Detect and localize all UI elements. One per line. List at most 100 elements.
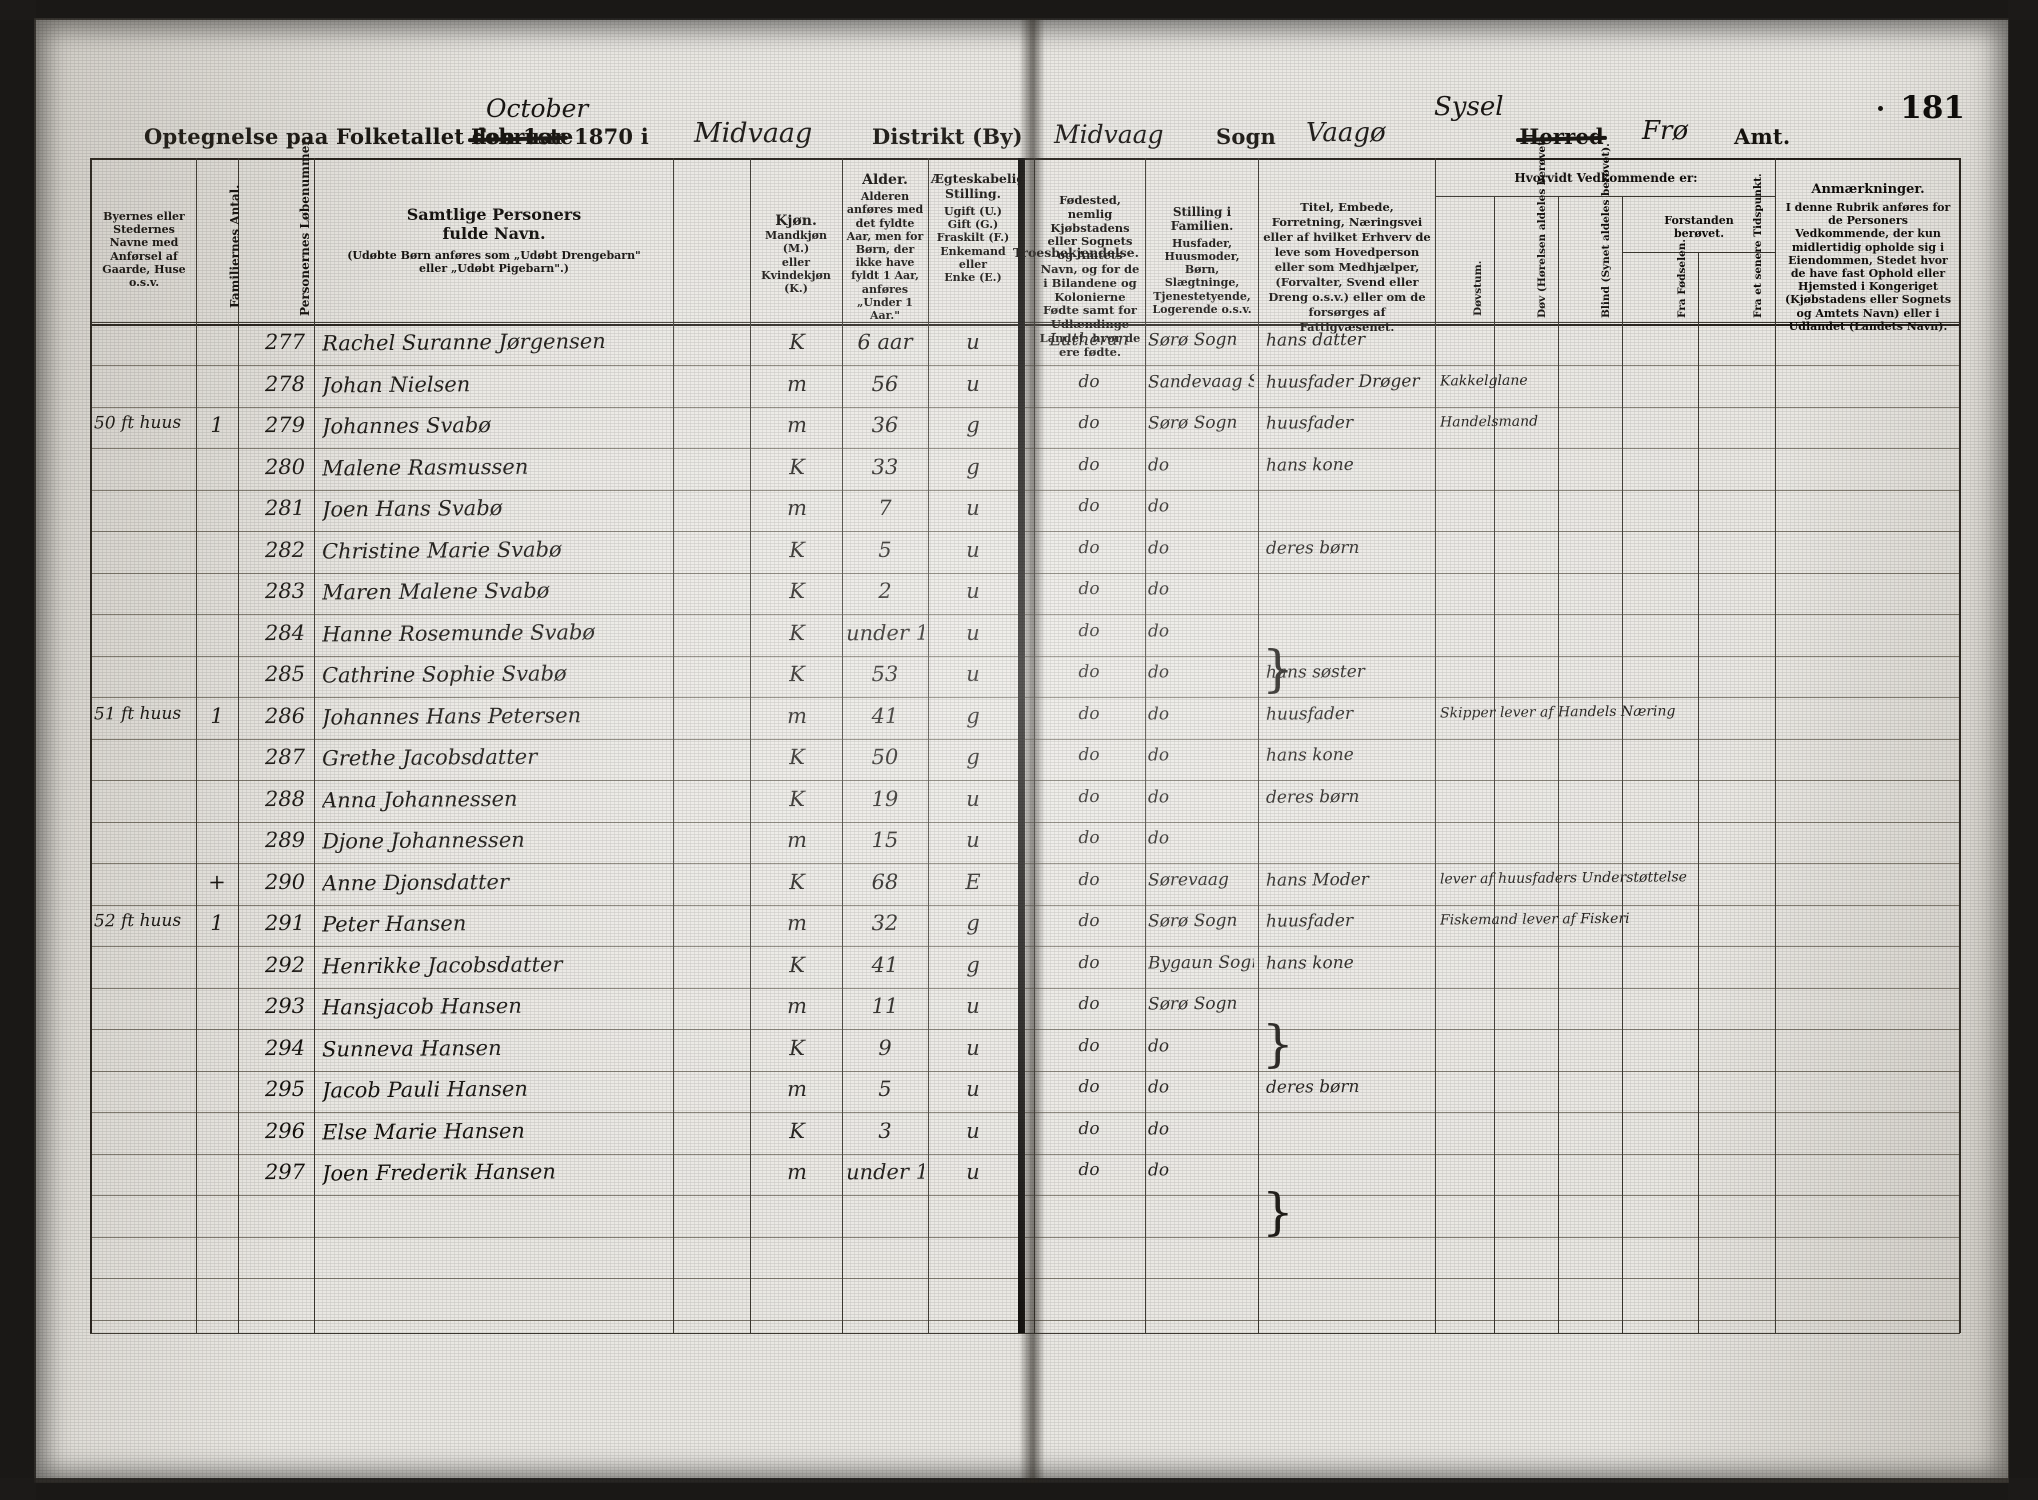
cell-birthplace[interactable]: do [1147, 1160, 1170, 1181]
cell-birthplace[interactable]: Sørø Sogn [1147, 329, 1238, 351]
cell-no[interactable]: 283 [264, 578, 306, 604]
cell-name[interactable]: Henrikke Jacobsdatter [321, 951, 563, 979]
cell-marital[interactable]: g [966, 703, 980, 728]
cell-faith[interactable]: do [1078, 495, 1100, 517]
cell-marital[interactable]: u [966, 786, 980, 811]
table-row[interactable]: 294 Sunneva Hansen K 9 u do do [90, 1030, 1960, 1072]
cell-birthplace[interactable]: do [1147, 1077, 1170, 1098]
cell-family[interactable]: 1 [210, 703, 224, 728]
cell-occupation[interactable]: Fiskemand lever af Fiskeri [1439, 910, 1630, 929]
cell-position[interactable]: hans Moder [1265, 869, 1369, 891]
cell-birthplace[interactable]: do [1147, 745, 1170, 766]
cell-age[interactable]: 56 [871, 371, 899, 396]
cell-position[interactable]: huusfader [1265, 703, 1354, 725]
cell-age[interactable]: 5 [878, 1076, 892, 1102]
cell-age[interactable]: 41 [871, 703, 899, 728]
cell-sex[interactable]: m [786, 827, 808, 853]
cell-name[interactable]: Christine Marie Svabø [321, 536, 562, 564]
cell-marital[interactable]: u [966, 578, 980, 604]
cell-marital[interactable]: u [966, 620, 980, 645]
cell-no[interactable]: 287 [264, 744, 306, 770]
cell-sex[interactable]: K [789, 1118, 805, 1143]
cell-birthplace[interactable]: do [1147, 828, 1170, 849]
cell-no[interactable]: 294 [264, 1035, 306, 1060]
cell-birthplace[interactable]: do [1147, 703, 1170, 724]
cell-marital[interactable]: u [966, 329, 980, 355]
cell-marital[interactable]: u [966, 537, 980, 562]
cell-position[interactable]: hans datter [1265, 329, 1366, 351]
cell-name[interactable]: Anna Johannessen [321, 786, 518, 813]
cell-position[interactable]: huusfader [1265, 910, 1354, 932]
cell-age[interactable]: 6 aar [857, 329, 913, 355]
cell-faith[interactable]: do [1078, 537, 1100, 558]
cell-no[interactable]: 290 [264, 869, 306, 894]
cell-no[interactable]: 295 [264, 1076, 306, 1102]
cell-family[interactable]: + [208, 869, 226, 894]
cell-name[interactable]: Johan Nielsen [321, 371, 471, 398]
cell-place[interactable]: 51 ft huus [93, 703, 182, 724]
cell-marital[interactable]: g [966, 744, 980, 770]
cell-position[interactable]: hans kone [1265, 952, 1354, 974]
cell-marital[interactable]: u [966, 993, 980, 1019]
cell-no[interactable]: 281 [264, 495, 306, 521]
cell-faith[interactable]: do [1078, 869, 1100, 890]
cell-sex[interactable]: K [789, 1035, 805, 1060]
cell-name[interactable]: Cathrine Sophie Svabø [321, 661, 567, 688]
cell-age[interactable]: 36 [871, 412, 899, 438]
cell-faith[interactable]: do [1078, 952, 1100, 973]
cell-age[interactable]: 5 [878, 537, 892, 562]
table-row[interactable]: 289 Djone Johannessen m 15 u do do [90, 822, 1960, 864]
cell-birthplace[interactable]: do [1147, 454, 1170, 475]
table-row[interactable]: 292 Henrikke Jacobsdatter K 41 g do Bygaun Sog… [90, 947, 1960, 989]
cell-age[interactable]: 41 [871, 952, 899, 977]
table-row[interactable] [90, 1320, 1960, 1362]
cell-sex[interactable]: K [789, 786, 805, 811]
cell-age[interactable]: under 1 aar [845, 1159, 925, 1185]
cell-no[interactable]: 292 [264, 952, 306, 977]
table-row[interactable]: 288 Anna Johannessen K 19 u do do deres børn [90, 781, 1960, 823]
cell-birthplace[interactable]: Bygaun Sogn [1147, 952, 1255, 973]
table-row[interactable]: 280 Malene Rasmussen K 33 g do do hans kone [90, 449, 1960, 491]
table-row[interactable] [90, 1196, 1960, 1238]
cell-faith[interactable]: do [1078, 371, 1100, 392]
cell-sex[interactable]: m [786, 371, 808, 396]
cell-sex[interactable]: K [789, 952, 805, 977]
cell-place[interactable]: 52 ft huus [93, 910, 182, 932]
cell-faith[interactable]: do [1078, 620, 1100, 641]
cell-faith[interactable]: do [1078, 993, 1100, 1015]
cell-name[interactable]: Joen Frederik Hansen [321, 1159, 556, 1186]
cell-marital[interactable]: u [966, 495, 980, 521]
table-row[interactable]: 52 ft huus 1 291 Peter Hansen m 32 g do Sørø Sog… [90, 905, 1960, 947]
cell-sex[interactable]: K [789, 661, 805, 687]
table-row[interactable]: 293 Hansjacob Hansen m 11 u do Sørø Sogn [90, 988, 1960, 1030]
cell-position[interactable]: deres børn [1265, 1076, 1360, 1098]
cell-sex[interactable]: m [786, 412, 808, 438]
cell-birthplace[interactable]: do [1147, 537, 1170, 558]
cell-marital[interactable]: g [966, 952, 980, 977]
cell-age[interactable]: 2 [878, 578, 892, 604]
cell-marital[interactable]: u [966, 371, 980, 396]
cell-birthplace[interactable]: do [1147, 1035, 1170, 1056]
cell-no[interactable]: 280 [264, 454, 306, 479]
cell-age[interactable]: 3 [878, 1118, 892, 1143]
cell-no[interactable]: 291 [264, 910, 306, 936]
cell-age[interactable]: 11 [871, 993, 899, 1019]
cell-no[interactable]: 284 [264, 620, 306, 645]
cell-faith[interactable]: do [1078, 910, 1100, 932]
cell-no[interactable]: 279 [264, 412, 306, 438]
cell-sex[interactable]: m [786, 703, 808, 728]
cell-marital[interactable]: g [966, 412, 980, 438]
cell-sex[interactable]: K [789, 620, 805, 645]
cell-occupation[interactable]: Handelsmand [1439, 413, 1539, 431]
cell-faith[interactable]: do [1078, 578, 1100, 600]
cell-marital[interactable]: u [966, 1118, 980, 1143]
cell-age[interactable]: under 1 aar [845, 620, 925, 645]
cell-no[interactable]: 282 [264, 537, 306, 562]
cell-age[interactable]: 33 [871, 454, 899, 479]
cell-age[interactable]: 9 [878, 1035, 892, 1060]
cell-age[interactable]: 68 [871, 869, 899, 894]
table-row[interactable]: 285 Cathrine Sophie Svabø K 53 u do do hans søs… [90, 656, 1960, 698]
cell-family[interactable]: 1 [210, 412, 224, 438]
